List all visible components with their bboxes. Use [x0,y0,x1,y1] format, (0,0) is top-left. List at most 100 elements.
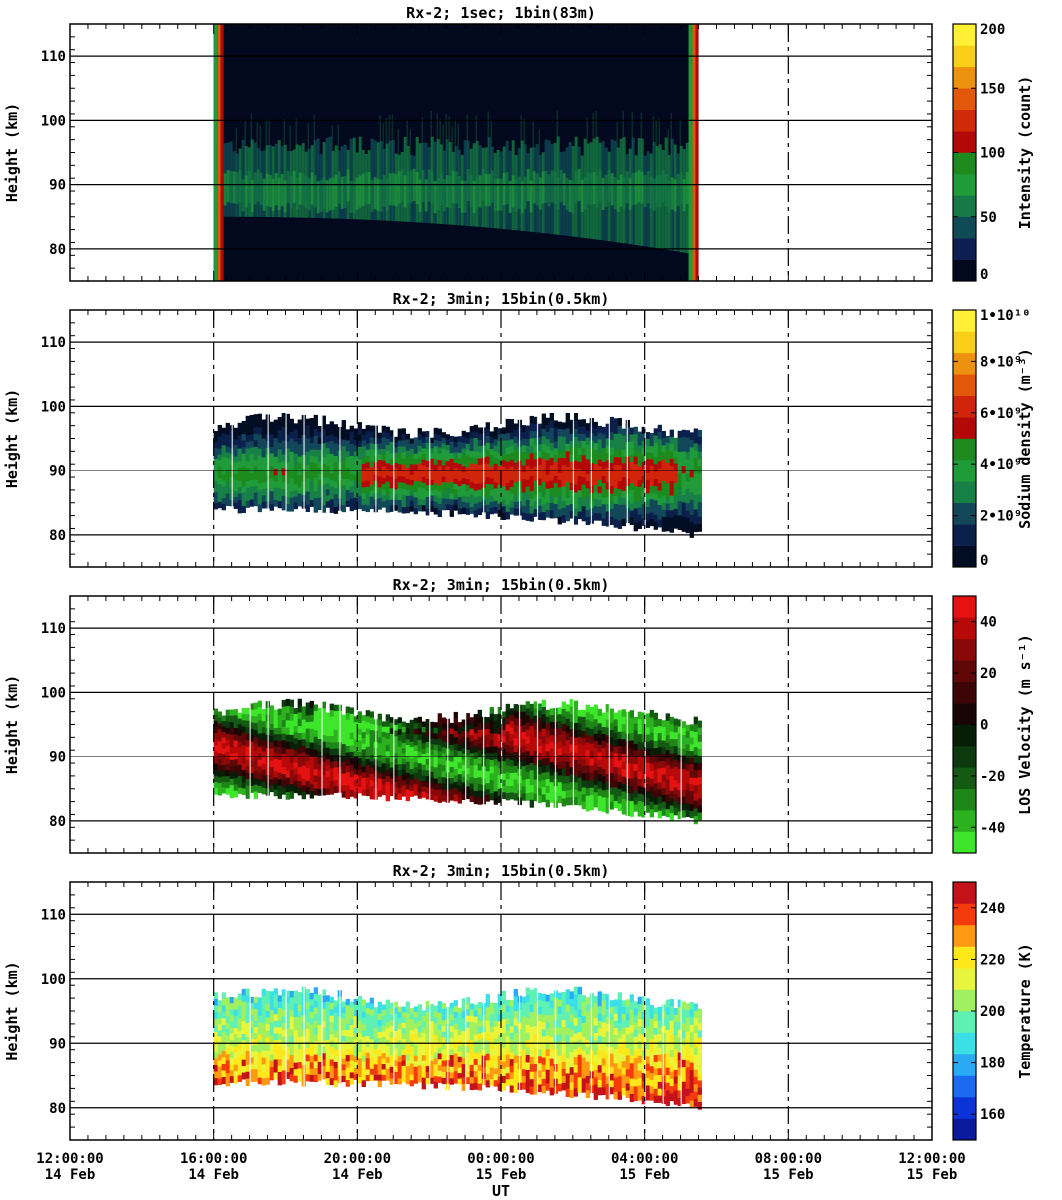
x-tick-date: 15 Feb [763,1167,814,1183]
colorbar-segment [953,24,976,46]
y-axis-label: Height (km) [3,389,21,488]
colorbar-tick-label: 240 [980,901,1005,917]
data-field [213,24,699,281]
x-tick-time: 12:00:00 [898,1151,965,1167]
panel-1: 80 90 100 110 Rx-2; 1sec; 1bin(83m) Height (k… [3,4,1034,283]
colorbar-tick-label: 1•10¹⁰ [980,308,1031,324]
x-tick-date: 14 Feb [188,1167,239,1183]
colorbar-tick-label: 2•10⁹ [980,509,1022,525]
colorbar: 0 2•10⁹ 4•10⁹ 6•10⁹ 8•10⁹ 1•10¹⁰ Sodium densit… [952,308,1034,569]
colorbar-tick-label: 200 [980,1004,1005,1020]
colorbar-segment [953,1075,976,1098]
y-tick-label: 90 [49,178,66,194]
colorbar-segment [953,352,976,375]
panel-title: Rx-2; 3min; 15bin(0.5km) [393,290,610,308]
colorbar-segment [953,152,976,175]
colorbar-tick-label: 160 [980,1107,1005,1123]
colorbar-label: Temperature (K) [1016,943,1034,1078]
y-tick-label: 100 [41,685,66,701]
x-tick-time: 16:00:00 [180,1151,247,1167]
colorbar-segment [953,131,976,153]
colorbar-segment [953,45,976,68]
y-tick-label: 80 [49,1101,66,1117]
colorbar-segment [953,1011,976,1033]
x-tick-date: 14 Feb [332,1167,383,1183]
colorbar-segment [953,459,976,482]
y-tick-label: 80 [49,242,66,258]
y-tick-label: 110 [41,49,66,65]
colorbar-tick-label: 40 [980,615,997,631]
colorbar-segment [953,481,976,504]
colorbar-segment [953,259,976,282]
colorbar-segment [953,703,976,725]
colorbar: 160 180 200 220 240 Temperature (K) [952,881,1034,1141]
colorbar: 0 50 100 150 200 Intensity (count) [952,22,1034,283]
colorbar-segment [953,1097,976,1119]
y-tick-label: 100 [41,113,66,129]
x-tick-date: 15 Feb [476,1167,527,1183]
colorbar-segment [953,946,976,969]
data-field [213,882,702,1140]
colorbar-segment [953,66,976,89]
y-tick-label: 110 [41,907,66,923]
y-axis-label: Height (km) [3,961,21,1060]
colorbar-segment [953,882,976,904]
colorbar-segment [953,617,976,640]
colorbar-segment [953,788,976,811]
colorbar-segment [953,417,976,439]
colorbar-segment [953,596,976,618]
colorbar-tick-label: -40 [980,820,1005,836]
colorbar-tick-label: -20 [980,769,1005,785]
x-tick-date: 15 Feb [619,1167,670,1183]
panel-title: Rx-2; 3min; 15bin(0.5km) [393,862,610,880]
x-tick-time: 20:00:00 [324,1151,391,1167]
y-axis-label: Height (km) [3,103,21,202]
colorbar-segment [953,724,976,747]
colorbar-segment [953,545,976,568]
colorbar-label: LOS Velocity (m s⁻¹) [1016,634,1034,815]
colorbar-segment [953,810,976,832]
colorbar-segment [953,638,976,661]
y-tick-label: 110 [41,621,66,637]
colorbar-tick-label: 50 [980,210,997,226]
colorbar-tick-label: 150 [980,81,1005,97]
colorbar: -40 -20 0 20 40 LOS Velocity (m s⁻¹) [952,595,1034,854]
y-tick-label: 110 [41,335,66,351]
colorbar-segment [953,989,976,1012]
colorbar-tick-label: 6•10⁹ [980,406,1022,422]
y-tick-label: 100 [41,972,66,988]
panel-title: Rx-2; 1sec; 1bin(83m) [406,4,596,22]
colorbar-label: Sodium density (m⁻³) [1016,348,1034,529]
colorbar-segment [953,681,976,704]
plot-frame [69,881,933,1141]
y-tick-label: 80 [49,814,66,830]
colorbar-segment [953,524,976,546]
plot-frame [69,23,933,282]
x-tick-date: 15 Feb [907,1167,958,1183]
colorbar-segment [953,660,976,682]
colorbar-segment [953,195,976,218]
colorbar-segment [953,374,976,396]
colorbar-segment [953,1054,976,1076]
x-axis-label: UT [492,1182,510,1200]
colorbar-segment [953,173,976,196]
panel-title: Rx-2; 3min; 15bin(0.5km) [393,576,610,594]
y-tick-label: 100 [41,399,66,415]
colorbar-segment [953,831,976,854]
colorbar-segment [953,438,976,461]
colorbar-segment [953,767,976,790]
y-tick-label: 80 [49,528,66,544]
colorbar-tick-label: 4•10⁹ [980,457,1022,473]
y-tick-label: 90 [49,464,66,480]
colorbar-tick-label: 0 [980,267,988,283]
x-tick-time: 12:00:00 [36,1151,103,1167]
colorbar-segment [953,88,976,110]
colorbar-segment [953,502,976,525]
colorbar-segment [953,238,976,260]
colorbar-tick-label: 20 [980,666,997,682]
y-axis-label: Height (km) [3,675,21,774]
colorbar-segment [953,968,976,990]
colorbar-segment [953,1032,976,1055]
colorbar-segment [953,903,976,926]
